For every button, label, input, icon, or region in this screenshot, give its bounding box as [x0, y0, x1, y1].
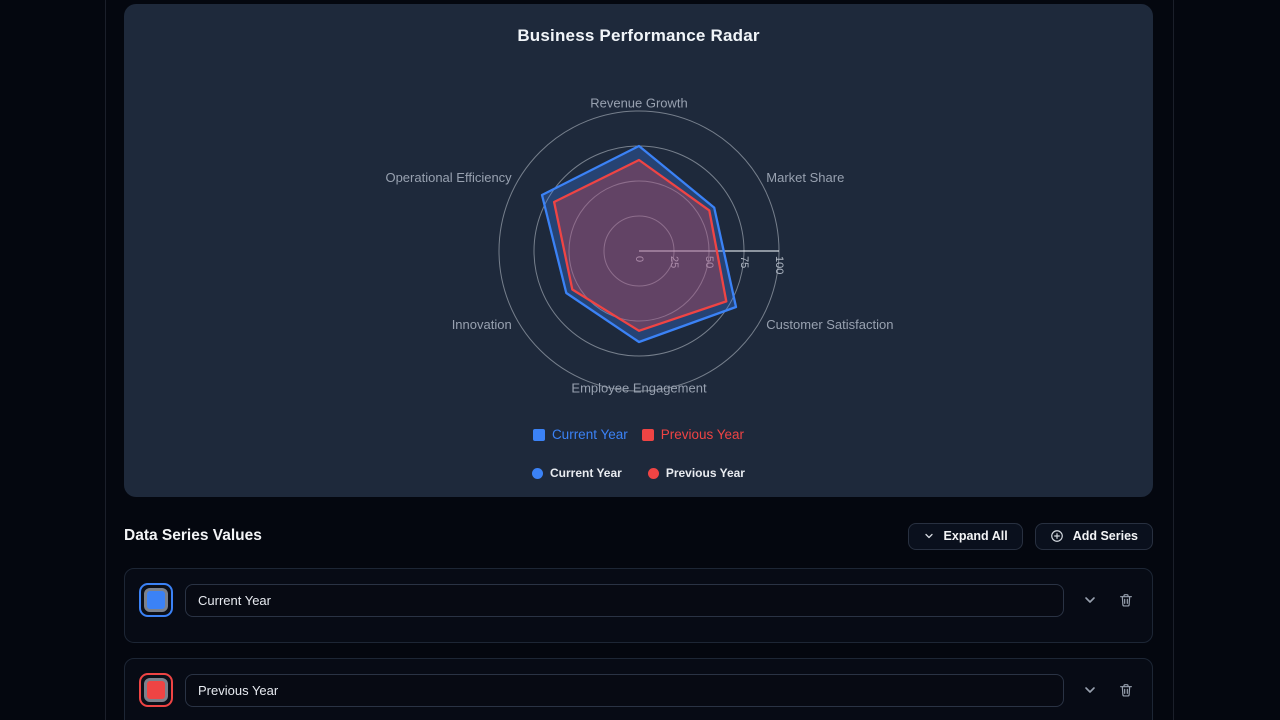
add-series-button[interactable]: Add Series [1034, 522, 1153, 550]
series-color-swatch[interactable] [139, 673, 173, 707]
radar-axis-label: Revenue Growth [590, 96, 688, 111]
radar-axis-label: Innovation [452, 317, 512, 332]
radar-axis-label: Operational Efficiency [385, 170, 512, 185]
legend-square-icon [532, 428, 545, 441]
trash-icon [1120, 594, 1132, 607]
radar-chart: 0 25 50 75 100 Revenue Growth Market Share Cust… [385, 96, 893, 396]
collapse-toggle-button[interactable] [1080, 680, 1100, 700]
series-row-content [125, 659, 1152, 707]
radar-axis-label: Customer Satisfaction [766, 317, 893, 332]
radar-chart-card: 0 25 50 75 100 Revenue Growth Market Share Cust… [124, 4, 1153, 497]
series-row [124, 568, 1153, 643]
legend-square-icon [641, 428, 654, 441]
chart-legend-item[interactable]: Current Year [532, 427, 628, 442]
series-color-swatch[interactable] [139, 583, 173, 617]
legend-dot-icon [532, 467, 543, 479]
delete-series-button[interactable] [1116, 680, 1136, 700]
delete-series-button[interactable] [1116, 590, 1136, 610]
trash-icon [1120, 684, 1132, 697]
series-panel-header: Data Series Values Expand All Add Series [124, 522, 1153, 550]
color-swatch-fill [144, 588, 168, 612]
series-name-input[interactable] [185, 583, 1064, 617]
chevron-down-icon [1085, 597, 1095, 603]
radar-axis-label: Market Share [766, 170, 844, 185]
container-border-left [105, 0, 106, 720]
chevron-down-icon [924, 533, 933, 539]
plus-circle-icon [1050, 530, 1063, 542]
expand-all-button[interactable]: Expand All [907, 522, 1023, 550]
legend-label: Current Year [550, 466, 622, 480]
radar-tick-label: 0 [633, 256, 645, 262]
chart-legend: Current Year Previous Year [124, 427, 1153, 442]
panel-header-buttons: Expand All Add Series [907, 522, 1153, 550]
color-swatch-fill [144, 678, 168, 702]
radar-axis-label: Employee Engagement [571, 381, 707, 396]
radar-tick-label: 25 [668, 256, 680, 268]
expand-all-label: Expand All [943, 529, 1008, 543]
custom-legend-item: Current Year [532, 466, 622, 480]
radar-tick-label: 100 [773, 256, 785, 274]
panel-title: Data Series Values [124, 527, 262, 544]
legend-label: Previous Year [665, 466, 745, 480]
chart-legend-item[interactable]: Previous Year [641, 427, 745, 442]
radar-series-polygon [552, 158, 728, 332]
add-series-label: Add Series [1072, 529, 1138, 543]
legend-label: Previous Year [660, 427, 745, 442]
container-border-right [1173, 0, 1174, 720]
collapse-toggle-button[interactable] [1080, 590, 1100, 610]
series-row-content [125, 569, 1152, 617]
custom-legend-item: Previous Year [647, 466, 745, 480]
legend-dot-icon [647, 467, 659, 479]
radar-tick-label: 50 [703, 256, 715, 268]
chevron-down-icon [1085, 687, 1095, 693]
series-name-input[interactable] [185, 673, 1064, 707]
custom-legend: Current Year Previous Year [124, 466, 1153, 480]
chart-title: Business Performance Radar [517, 26, 760, 45]
radar-tick-label: 75 [738, 256, 750, 268]
series-row [124, 658, 1153, 720]
legend-label: Current Year [551, 427, 628, 442]
